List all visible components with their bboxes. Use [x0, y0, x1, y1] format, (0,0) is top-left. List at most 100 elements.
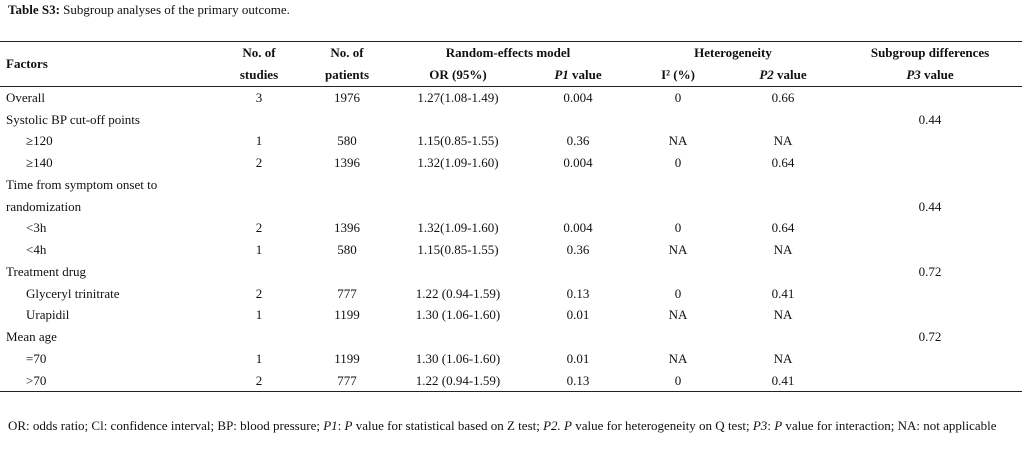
cell-p1: 0.004 — [563, 89, 593, 105]
cell-or — [388, 196, 528, 218]
table-row: >70 2 777 1.22 (0.94-1.59) 0.13 0 0.41 — [0, 370, 1022, 392]
cell-or: 1.30 (1.06-1.60) — [415, 350, 501, 366]
cell-studies: 1 — [255, 307, 263, 323]
cell-patients — [306, 174, 388, 196]
header-or: OR (95%) — [429, 67, 487, 82]
header-studies-line2: studies — [239, 67, 279, 82]
cell-p3 — [838, 87, 1022, 109]
cell-patients: 1199 — [334, 350, 360, 366]
header-studies-line1: No. of — [242, 45, 276, 60]
cell-patients — [306, 326, 388, 348]
cell-factor: ≥140 — [26, 155, 53, 171]
cell-i2: 0 — [674, 285, 682, 301]
cell-p1 — [528, 109, 628, 131]
header-p1-value: P1 value — [554, 67, 602, 82]
header-patients-line2: patients — [324, 67, 370, 82]
header-patients-line1: No. of — [330, 45, 364, 60]
cell-p1: 0.13 — [566, 372, 590, 388]
cell-p2 — [728, 109, 838, 131]
cell-studies: 2 — [255, 372, 263, 388]
table-row: <3h 2 1396 1.32(1.09-1.60) 0.004 0 0.64 — [0, 218, 1022, 240]
cell-or: 1.27(1.08-1.49) — [417, 89, 499, 105]
footnote: OR: odds ratio; Cl: confidence interval;… — [8, 418, 997, 433]
cell-studies: 2 — [255, 220, 263, 236]
cell-patients — [306, 109, 388, 131]
cell-factor: ≥120 — [26, 133, 53, 149]
cell-factor: <4h — [26, 242, 47, 258]
cell-p3 — [838, 131, 1022, 153]
cell-patients: 777 — [337, 285, 357, 301]
cell-p3: 0.44 — [918, 111, 942, 127]
header-p2-value: P2 value — [759, 67, 807, 82]
cell-p3 — [838, 218, 1022, 240]
cell-p3: 0.72 — [918, 329, 942, 345]
header-i2: I² (%) — [661, 67, 695, 82]
cell-or: 1.15(0.85-1.55) — [417, 133, 499, 149]
cell-p2: 0.64 — [771, 220, 795, 236]
cell-studies — [212, 174, 306, 196]
table-caption: Table S3: Subgroup analyses of the prima… — [8, 2, 290, 18]
cell-studies — [212, 196, 306, 218]
cell-i2 — [628, 174, 728, 196]
cell-patients: 1396 — [334, 155, 360, 171]
cell-patients: 1199 — [334, 307, 360, 323]
subgroup-table: Factors No. of No. of Random-effects mod… — [0, 42, 1023, 392]
cell-or: 1.22 (0.94-1.59) — [415, 285, 501, 301]
cell-studies: 1 — [255, 350, 263, 366]
cell-studies — [212, 261, 306, 283]
cell-i2: NA — [668, 307, 688, 323]
table-row: Urapidil 1 1199 1.30 (1.06-1.60) 0.01 NA NA — [0, 305, 1022, 327]
caption-label: Table S3: — [8, 2, 60, 17]
header-random-effects-model: Random-effects model — [445, 45, 571, 60]
cell-i2: NA — [668, 133, 688, 149]
caption-text: Subgroup analyses of the primary outcome… — [59, 2, 290, 17]
cell-factor: Urapidil — [26, 307, 70, 323]
table-row: ≥120 1 580 1.15(0.85-1.55) 0.36 NA NA — [0, 131, 1022, 153]
cell-studies: 2 — [255, 155, 263, 171]
cell-or: 1.15(0.85-1.55) — [417, 242, 499, 258]
cell-i2: NA — [668, 350, 688, 366]
cell-p1: 0.13 — [566, 285, 590, 301]
cell-p2: 0.66 — [771, 89, 795, 105]
cell-studies — [212, 109, 306, 131]
cell-p2 — [728, 196, 838, 218]
header-subgroup-differences: Subgroup differences — [870, 45, 990, 60]
cell-i2 — [628, 196, 728, 218]
cell-i2 — [628, 326, 728, 348]
cell-factor: <3h — [26, 220, 47, 236]
cell-p1 — [528, 174, 628, 196]
cell-p3: 0.44 — [918, 198, 942, 214]
cell-i2: NA — [668, 242, 688, 258]
cell-studies: 1 — [255, 133, 263, 149]
cell-p1 — [528, 326, 628, 348]
cell-or: 1.22 (0.94-1.59) — [415, 372, 501, 388]
cell-i2: 0 — [674, 155, 682, 171]
cell-or: 1.30 (1.06-1.60) — [415, 307, 501, 323]
cell-or: 1.32(1.09-1.60) — [417, 220, 499, 236]
cell-p1: 0.36 — [566, 242, 590, 258]
table-row: Glyceryl trinitrate 2 777 1.22 (0.94-1.59) 0… — [0, 283, 1022, 305]
header-factors: Factors — [6, 56, 48, 71]
cell-or — [388, 109, 528, 131]
cell-p2: NA — [773, 242, 793, 258]
cell-i2 — [628, 109, 728, 131]
cell-p3 — [838, 283, 1022, 305]
cell-factor: Treatment drug — [6, 263, 87, 279]
cell-p2: 0.41 — [771, 372, 795, 388]
cell-factor: Time from symptom onset to — [6, 176, 158, 192]
table-row: Overall 3 1976 1.27(1.08-1.49) 0.004 0 0.66 — [0, 87, 1022, 109]
table-row: ≥140 2 1396 1.32(1.09-1.60) 0.004 0 0.64 — [0, 152, 1022, 174]
cell-patients: 777 — [337, 372, 357, 388]
table-row: Systolic BP cut-off points 0.44 — [0, 109, 1022, 131]
table-row: Time from symptom onset to — [0, 174, 1022, 196]
cell-i2: 0 — [674, 372, 682, 388]
cell-patients: 1396 — [334, 220, 360, 236]
cell-studies: 2 — [255, 285, 263, 301]
cell-i2: 0 — [674, 89, 682, 105]
cell-studies — [212, 326, 306, 348]
cell-p3 — [838, 174, 1022, 196]
cell-or: 1.32(1.09-1.60) — [417, 155, 499, 171]
cell-p1: 0.004 — [563, 155, 593, 171]
cell-p2: 0.41 — [771, 285, 795, 301]
cell-i2: 0 — [674, 220, 682, 236]
